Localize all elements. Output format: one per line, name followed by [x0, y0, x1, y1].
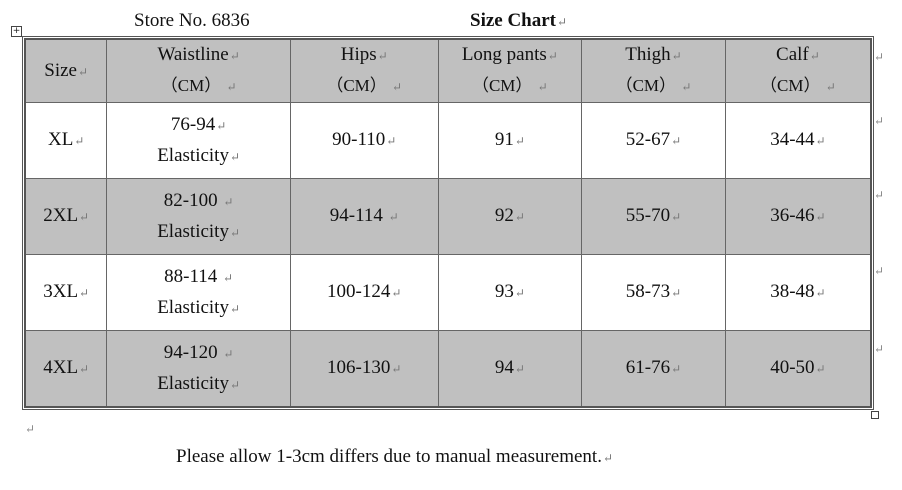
- row-end-mark: ↵: [874, 188, 885, 202]
- cell-thigh: 58-73↵: [581, 254, 726, 331]
- cell-calf: 38-48↵: [724, 254, 872, 331]
- chart-title: Size Chart↵: [470, 10, 567, 32]
- header-waistline: Waistline↵ （CM） ↵: [106, 38, 291, 103]
- cell-size: XL↵: [24, 102, 108, 179]
- cell-waistline: 88-114 ↵ Elasticity↵: [106, 254, 291, 331]
- store-number: Store No. 6836: [134, 10, 250, 31]
- cell-hips: 94-114 ↵: [289, 178, 439, 255]
- header-calf: Calf↵ （CM） ↵: [724, 38, 872, 103]
- table-row: 4XL↵ 94-120 ↵ Elasticity↵ 106-130↵ 94↵ 61…: [24, 330, 872, 408]
- header-hips: Hips↵ （CM） ↵: [289, 38, 439, 103]
- header-row: Size↵ Waistline↵ （CM） ↵ Hips↵ （CM） ↵ Long …: [24, 38, 872, 103]
- header-long-pants: Long pants↵ （CM） ↵: [437, 38, 583, 103]
- cell-size: 3XL↵: [24, 254, 108, 331]
- row-end-mark: ↵: [874, 114, 885, 128]
- cell-hips: 106-130↵: [289, 330, 439, 408]
- row-end-mark: ↵: [874, 264, 885, 278]
- paragraph-mark: ↵: [557, 15, 568, 29]
- cell-thigh: 52-67↵: [581, 102, 726, 179]
- cell-waistline: 76-94↵ Elasticity↵: [106, 102, 291, 179]
- table-row: 3XL↵ 88-114 ↵ Elasticity↵ 100-124↵ 93↵ 58…: [24, 254, 872, 331]
- cell-waistline: 82-100 ↵ Elasticity↵: [106, 178, 291, 255]
- size-chart-table: Size↵ Waistline↵ （CM） ↵ Hips↵ （CM） ↵ Long …: [22, 36, 874, 410]
- row-end-mark: ↵: [874, 50, 885, 64]
- empty-paragraph-mark: ↵: [25, 422, 36, 436]
- cell-long-pants: 92↵: [437, 178, 583, 255]
- cell-calf: 40-50↵: [724, 330, 872, 408]
- measurement-note: Please allow 1-3cm differs due to manual…: [176, 446, 614, 467]
- header-size: Size↵: [24, 38, 108, 103]
- table-resize-handle[interactable]: [871, 411, 879, 419]
- cell-calf: 34-44↵: [724, 102, 872, 179]
- row-end-mark: ↵: [874, 342, 885, 356]
- cell-hips: 90-110↵: [289, 102, 439, 179]
- header-thigh: Thigh↵ （CM） ↵: [581, 38, 726, 103]
- table-row: 2XL↵ 82-100 ↵ Elasticity↵ 94-114 ↵ 92↵ 55…: [24, 178, 872, 255]
- cell-long-pants: 93↵: [437, 254, 583, 331]
- cell-size: 4XL↵: [24, 330, 108, 408]
- note-text: Please allow 1-3cm differs due to manual…: [176, 446, 602, 467]
- table-row: XL↵ 76-94↵ Elasticity↵ 90-110↵ 91↵ 52-67↵…: [24, 102, 872, 179]
- cell-thigh: 61-76↵: [581, 330, 726, 408]
- cell-size: 2XL↵: [24, 178, 108, 255]
- cell-hips: 100-124↵: [289, 254, 439, 331]
- cell-calf: 36-46↵: [724, 178, 872, 255]
- cell-waistline: 94-120 ↵ Elasticity↵: [106, 330, 291, 408]
- table-move-handle-icon[interactable]: +: [11, 26, 22, 37]
- cell-thigh: 55-70↵: [581, 178, 726, 255]
- cell-long-pants: 91↵: [437, 102, 583, 179]
- cell-long-pants: 94↵: [437, 330, 583, 408]
- chart-title-text: Size Chart: [470, 10, 557, 31]
